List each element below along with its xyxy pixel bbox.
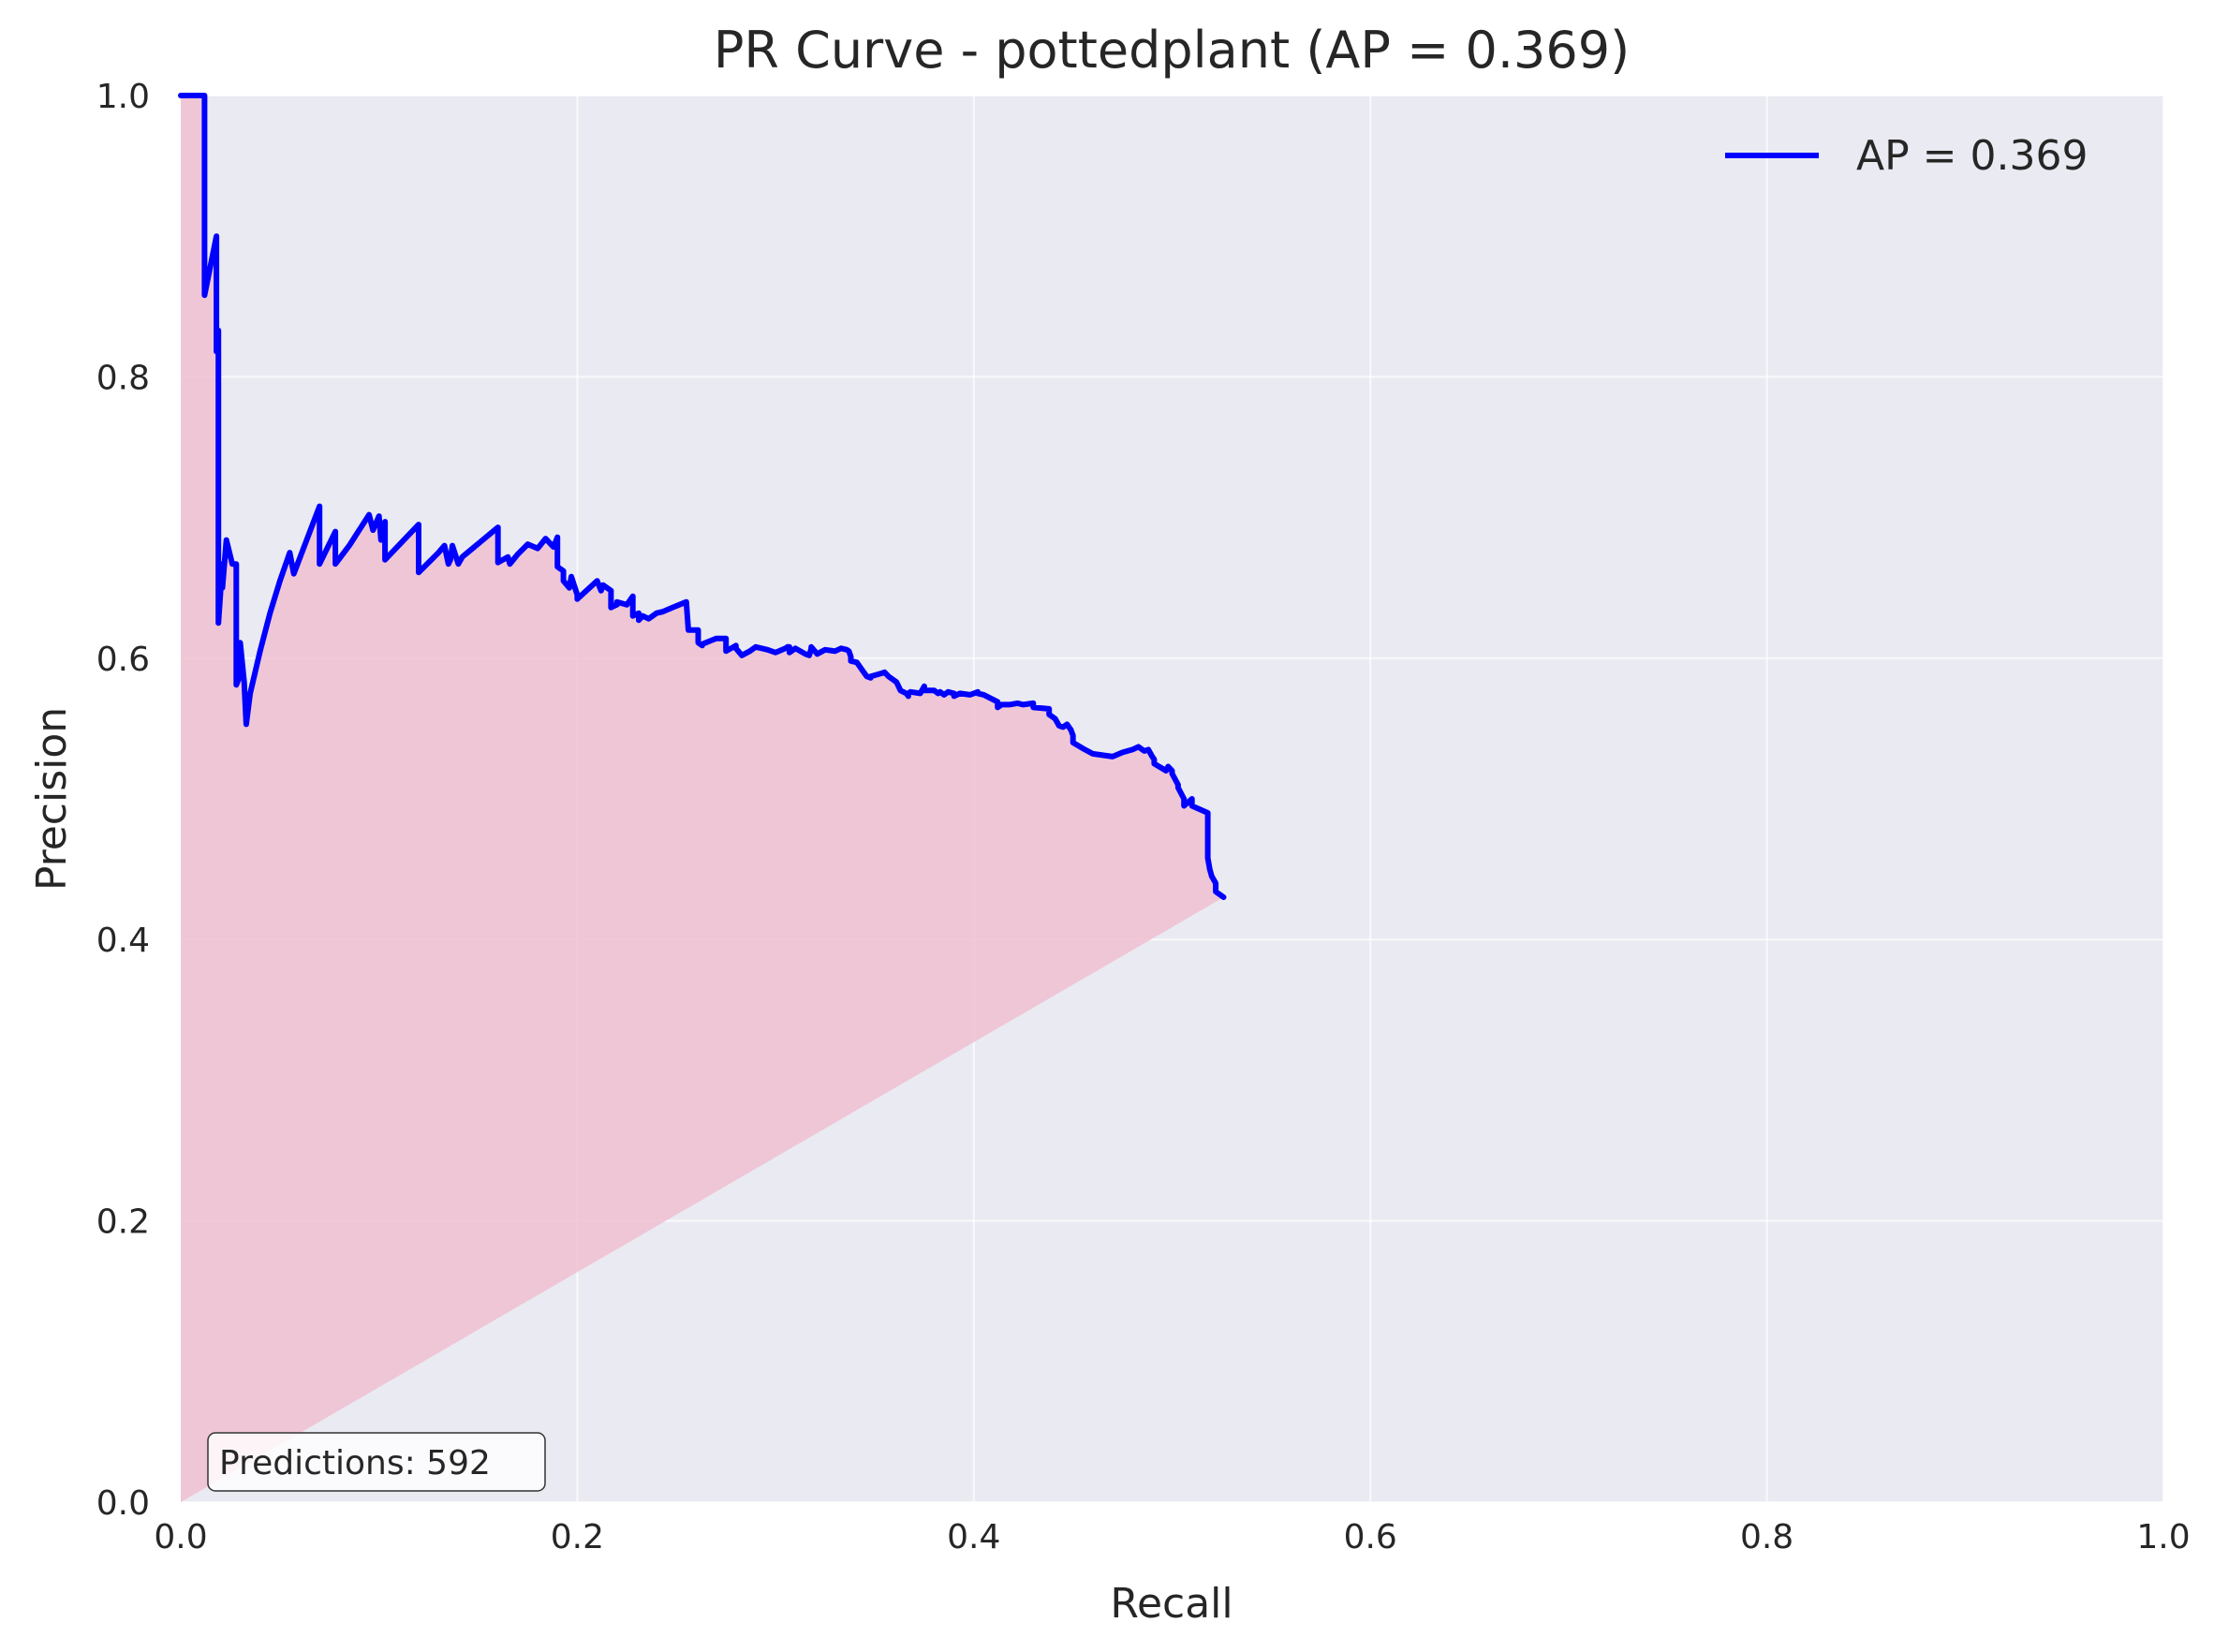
y-tick-label: 0.0 [96,1484,150,1523]
annotation-text: Predictions: 592 [219,1444,491,1482]
predictions-annotation: Predictions: 592 [207,1432,546,1492]
x-axis-label: Recall [1110,1580,1232,1628]
legend-label: AP = 0.369 [1856,132,2088,180]
x-tick-label: 0.6 [1344,1518,1397,1556]
y-tick-label: 0.8 [96,359,150,397]
x-tick-label: 0.4 [947,1518,1000,1556]
legend: AP = 0.369 [1725,132,2088,180]
chart-title: PR Curve - pottedplant (AP = 0.369) [714,21,1630,80]
x-tick-label: 1.0 [2136,1518,2190,1556]
x-axis-ticks: 0.0 0.2 0.4 0.6 0.8 1.0 [154,1518,2190,1556]
x-tick-label: 0.0 [154,1518,207,1556]
pr-area-fill [181,96,1224,1502]
annotation-box [207,1432,546,1492]
x-tick-label: 0.8 [1740,1518,1793,1556]
y-tick-label: 0.4 [96,922,150,960]
x-tick-label: 0.2 [551,1518,604,1556]
y-tick-label: 0.6 [96,641,150,679]
pr-curve-line [178,93,1227,901]
y-axis-ticks: 0.0 0.2 0.4 0.6 0.8 1.0 [96,78,150,1523]
y-axis-label: Precision [28,707,76,891]
y-tick-label: 0.2 [96,1203,150,1242]
y-tick-label: 1.0 [96,78,150,116]
